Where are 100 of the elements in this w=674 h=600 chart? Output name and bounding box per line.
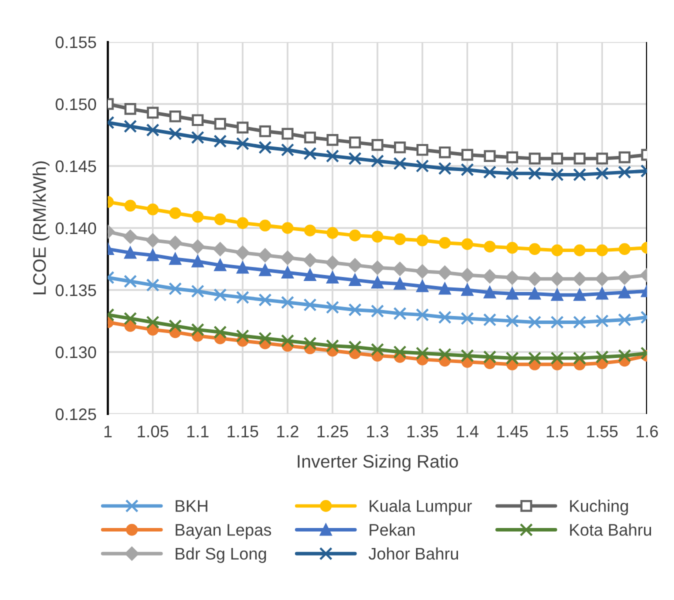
point — [372, 139, 384, 151]
point — [438, 348, 452, 362]
point — [326, 256, 340, 270]
point — [506, 242, 518, 254]
point — [326, 227, 338, 239]
point — [214, 134, 227, 148]
point — [146, 233, 160, 248]
x-tick-label: 1.15 — [228, 426, 258, 438]
point — [348, 340, 362, 354]
point — [192, 210, 204, 223]
point — [236, 262, 249, 274]
point — [618, 166, 632, 179]
point — [460, 268, 474, 282]
x-tick-label: 1.05 — [138, 426, 168, 438]
point — [596, 244, 608, 256]
point — [438, 266, 452, 280]
point — [303, 298, 317, 312]
point — [370, 304, 384, 318]
point — [146, 316, 160, 329]
point — [258, 332, 272, 345]
point — [349, 136, 361, 148]
point — [146, 278, 160, 292]
point — [190, 240, 205, 254]
point — [236, 329, 250, 342]
point — [393, 345, 407, 359]
y-tick-label: 0.145 — [56, 160, 96, 172]
point — [282, 222, 294, 234]
point — [348, 258, 362, 272]
point — [505, 270, 520, 285]
point — [192, 256, 204, 268]
point — [574, 244, 586, 256]
point — [461, 238, 474, 250]
point — [415, 264, 430, 278]
y-tick-label: 0.155 — [56, 36, 96, 48]
x-axis-title: Inverter Sizing Ratio — [298, 454, 458, 472]
point — [280, 334, 294, 348]
point — [528, 316, 542, 329]
x-tick-label: 1.45 — [497, 426, 528, 438]
point — [551, 152, 564, 164]
x-tick-label: 1.55 — [587, 426, 618, 438]
point — [550, 316, 564, 329]
point — [124, 246, 136, 259]
point — [618, 313, 632, 326]
point — [282, 128, 294, 140]
x-tick-label: 1.35 — [407, 426, 438, 438]
point — [551, 244, 564, 256]
point — [191, 130, 204, 144]
y-tick-label: 0.150 — [56, 98, 96, 110]
point — [416, 234, 428, 246]
point — [460, 163, 474, 176]
point — [124, 274, 137, 288]
point — [168, 282, 182, 296]
y-tick-label: 0.135 — [56, 284, 96, 296]
point — [169, 253, 182, 265]
point — [438, 236, 451, 249]
point — [416, 144, 428, 156]
point — [483, 166, 496, 179]
point — [416, 346, 429, 360]
point — [550, 352, 564, 365]
point — [573, 168, 586, 182]
x-tick-label: 1.3 — [367, 426, 388, 438]
point — [259, 125, 272, 138]
point — [169, 110, 182, 122]
point — [461, 284, 474, 296]
point — [574, 152, 586, 164]
point — [259, 220, 272, 232]
point — [258, 140, 272, 154]
point — [482, 269, 497, 284]
point — [370, 154, 384, 168]
point — [326, 272, 338, 284]
y-tick-label: 0.140 — [56, 222, 96, 234]
point — [438, 282, 451, 295]
x-tick-label: 1.2 — [277, 426, 298, 438]
point — [326, 300, 340, 314]
point — [574, 289, 586, 301]
point — [416, 308, 429, 322]
point — [349, 230, 361, 242]
x-tick-label: 1.6 — [636, 426, 658, 438]
legend-label: Kuching — [570, 500, 628, 516]
point — [280, 296, 294, 309]
point — [123, 230, 138, 244]
point — [618, 286, 630, 298]
point — [461, 148, 474, 161]
point — [416, 280, 428, 292]
point — [280, 143, 294, 156]
point — [596, 152, 608, 164]
point — [392, 262, 407, 276]
point — [191, 284, 204, 298]
legend-label: Pekan — [370, 524, 415, 536]
point — [550, 168, 564, 182]
legend-label: Johor Bahru — [368, 547, 458, 560]
point — [596, 350, 609, 364]
point — [484, 240, 496, 253]
point — [372, 276, 384, 288]
point — [528, 166, 542, 180]
point — [572, 272, 587, 286]
point — [214, 288, 227, 302]
point — [573, 352, 586, 365]
point — [506, 288, 518, 300]
point — [506, 166, 519, 180]
